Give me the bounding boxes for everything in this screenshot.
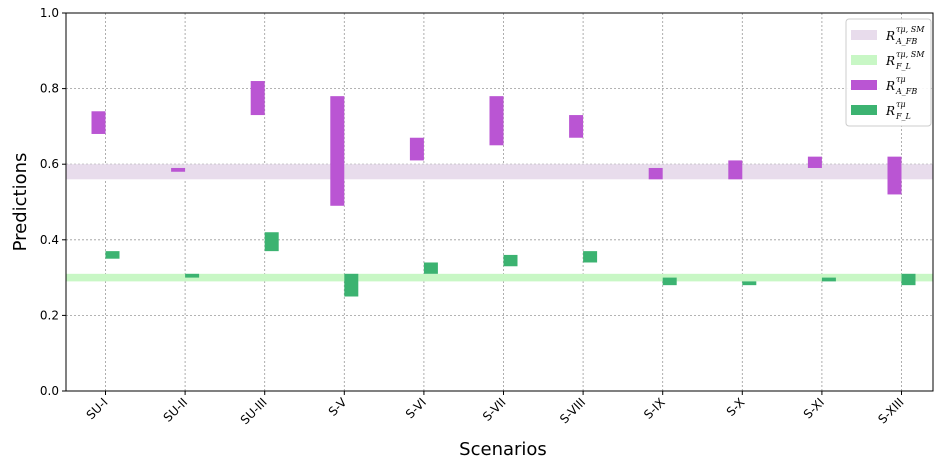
legend-swatch <box>851 30 877 40</box>
x-tick-label: S-IX <box>641 395 668 422</box>
legend-swatch <box>851 55 877 65</box>
legend-label: Rτμ, SM A_FB <box>885 25 925 46</box>
x-tick-label: S-XI <box>801 395 827 421</box>
bar-series-1-S-XI <box>807 156 822 168</box>
x-axis-title: Scenarios <box>459 439 547 458</box>
legend-label: Rτμ A_FB <box>885 75 917 96</box>
bar-series-1-S-X <box>728 160 743 180</box>
bar-series-1-S-VIII <box>569 115 584 138</box>
y-axis-title: Predictions <box>10 153 31 252</box>
y-tick-label: 0.6 <box>40 157 59 171</box>
bars <box>91 81 916 297</box>
bar-series-2-S-VI <box>423 262 438 274</box>
legend: Rτμ, SM A_FB Rτμ, SM F_L Rτμ A_FB Rτμ F_L <box>845 18 932 127</box>
bar-series-1-SU-I <box>91 111 106 134</box>
x-tick-label: S-VII <box>480 395 509 424</box>
x-tick-label: SU-II <box>161 395 191 425</box>
y-tick-label: 0.4 <box>40 233 59 247</box>
bar-series-2-S-IX <box>662 277 677 286</box>
legend-label: Rτμ, SM F_L <box>885 50 925 71</box>
bar-series-1-S-VII <box>489 96 504 146</box>
bar-series-1-S-IX <box>648 167 663 180</box>
plot-frame <box>65 12 934 392</box>
x-tick-label: S-X <box>724 395 748 419</box>
bar-series-2-S-XIII <box>901 273 916 286</box>
bar-series-2-S-XI <box>821 277 836 282</box>
bar-series-1-S-V <box>330 96 345 206</box>
bar-series-2-S-VIII <box>583 251 598 263</box>
y-tick-label: 0.8 <box>40 82 59 96</box>
bar-series-1-SU-II <box>171 167 186 172</box>
y-tick-label: 0.2 <box>40 308 59 322</box>
bar-series-1-S-VI <box>409 137 424 161</box>
x-tick-label: S-V <box>326 395 350 419</box>
sm-band-1 <box>66 164 933 180</box>
x-tick-label: S-VI <box>403 395 429 421</box>
bar-series-2-SU-III <box>264 232 279 252</box>
legend-box <box>845 18 932 127</box>
y-tick-label: 0.0 <box>40 384 59 398</box>
bar-series-2-S-X <box>742 281 757 286</box>
x-axis-ticks: SU-I SU-II SU-III S-V S-VI S-VII S-VIII S-IX S-X… <box>84 391 907 427</box>
x-tick-label: SU-III <box>238 395 270 427</box>
legend-swatch <box>851 80 877 90</box>
reference-bands <box>66 164 933 282</box>
bar-series-2-S-V <box>344 273 359 297</box>
bar-series-1-S-XIII <box>887 156 902 195</box>
plot-background <box>66 13 933 391</box>
x-tick-label: S-XIII <box>875 395 906 426</box>
bar-series-2-S-VII <box>503 254 518 267</box>
x-tick-label: S-VIII <box>557 395 588 426</box>
legend-swatch <box>851 105 877 115</box>
sm-band-2 <box>66 273 933 282</box>
legend-label: Rτμ F_L <box>885 100 911 121</box>
y-tick-label: 1.0 <box>40 6 59 20</box>
y-axis-ticks: 0.0 0.2 0.4 0.6 0.8 1.0 <box>40 6 66 398</box>
x-tick-label: SU-I <box>84 395 111 422</box>
bar-series-2-SU-I <box>105 251 120 259</box>
bar-series-2-SU-II <box>185 273 200 278</box>
bar-series-1-SU-III <box>250 81 265 116</box>
